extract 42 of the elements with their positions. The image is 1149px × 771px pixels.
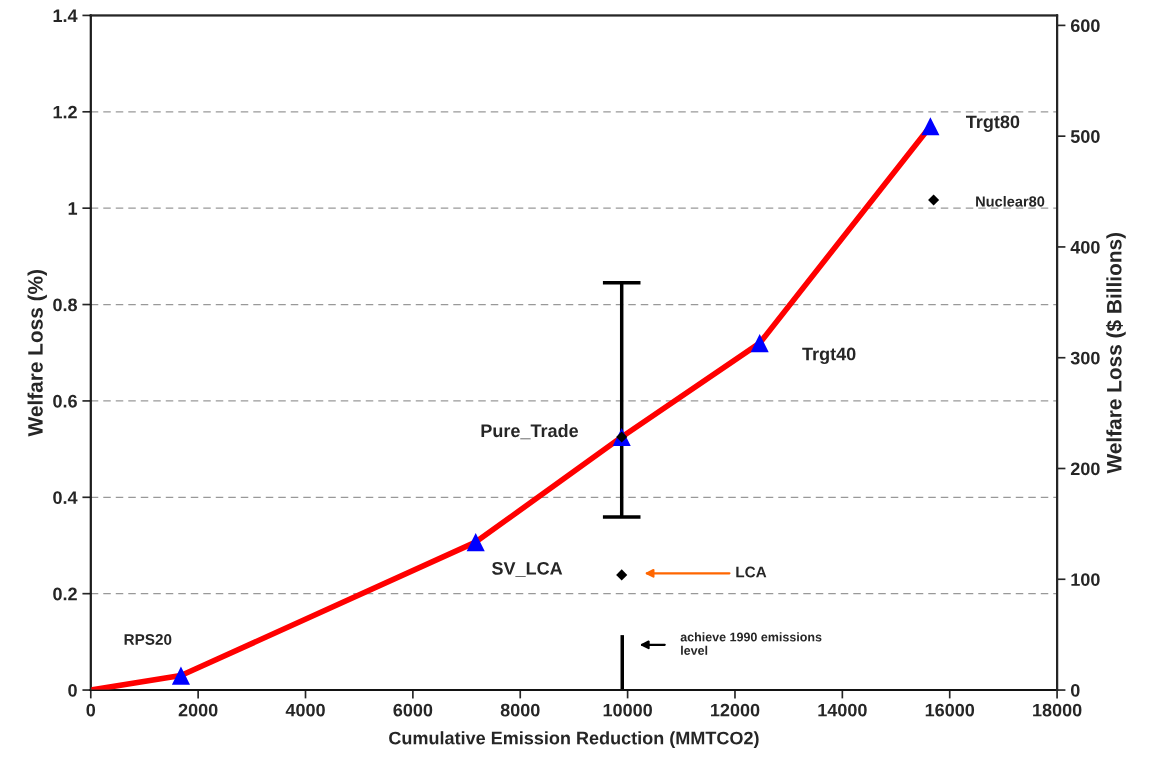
x-tick-label: 12000	[711, 703, 760, 717]
x-tick-label: 8000	[500, 703, 540, 717]
x-tick-label: 2000	[178, 703, 218, 717]
y2-tick-label: 200	[1070, 462, 1100, 476]
y2-tick-label: 500	[1070, 130, 1100, 143]
y-tick-label: 0.4	[53, 491, 78, 505]
y2-tick-label: 0	[1070, 683, 1080, 697]
y-tick-label: 0	[68, 683, 77, 697]
annotation: LCA	[736, 566, 767, 578]
y-tick-label: 0.2	[53, 587, 77, 601]
y2-tick-label: 100	[1071, 573, 1100, 586]
y2-tick-label: 600	[1070, 19, 1100, 33]
point	[928, 194, 940, 206]
point	[921, 117, 940, 136]
point	[171, 666, 191, 685]
annotation: Pure_Trade	[481, 423, 579, 440]
x-axis-title: Cumulative Emission Reduction (MMTCO2)	[389, 731, 759, 749]
annotation: Trgt40	[802, 347, 856, 365]
x-tick-label: 18000	[1033, 703, 1082, 717]
y-tick-label: 1.4	[53, 9, 78, 22]
x-tick-label: 16000	[925, 703, 975, 717]
annotation: Nuclear80	[976, 195, 1045, 207]
annotation: Trgt80	[966, 115, 1020, 132]
annotation: RPS20	[124, 634, 172, 645]
y2-tick-label: 400	[1070, 240, 1100, 254]
x-tick-label: 0	[86, 703, 96, 717]
x-tick-label: 6000	[393, 703, 433, 717]
x-tick-label: 10000	[603, 703, 652, 717]
point	[616, 569, 628, 581]
y2-tick-label: 300	[1070, 351, 1100, 365]
y-tick-label: 1.2	[53, 105, 77, 119]
y-tick-label: 1	[68, 202, 78, 215]
annotation: SV_LCA	[491, 561, 563, 577]
y-tick-label: 0.8	[53, 298, 78, 312]
x-tick-label: 4000	[285, 703, 325, 717]
y-tick-label: 0.6	[53, 394, 77, 408]
point	[466, 533, 485, 552]
x-tick-label: 14000	[818, 703, 867, 717]
y-axis-title: Welfare Loss (%)	[27, 270, 47, 437]
annotation: achieve 1990 emissions level	[680, 632, 822, 655]
y2-axis-title: Welfare Loss ($ Billions)	[1105, 232, 1126, 474]
point	[750, 334, 769, 353]
